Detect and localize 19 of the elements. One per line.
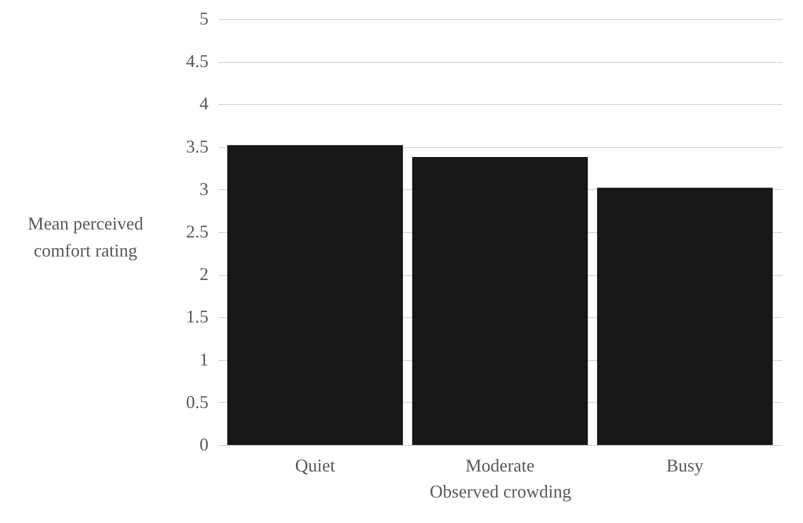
y-tick-label: 2 (200, 264, 208, 284)
x-tick-label: Moderate (466, 456, 534, 476)
y-tick-label: 3 (200, 178, 208, 199)
y-tick-label: 4.5 (186, 51, 208, 72)
bar (227, 145, 403, 445)
y-tick-label: 1 (200, 349, 208, 370)
y-tick-label: 0 (200, 434, 208, 454)
x-tick-label: Busy (666, 456, 704, 476)
y-tick-label: 1.5 (186, 306, 208, 327)
y-tick-label: 0.5 (186, 392, 208, 412)
y-tick-label: 4 (200, 94, 208, 114)
y-tick-label: 3.5 (186, 136, 208, 156)
y-axis-title: Mean perceived comfort rating (28, 214, 144, 260)
x-tick-label: Quiet (295, 456, 336, 476)
y-tick-label: 2.5 (186, 222, 208, 242)
bar (412, 157, 588, 445)
bar (597, 188, 773, 445)
x-axis-title: Observed crowding (430, 482, 572, 502)
y-tick-label: 5 (200, 8, 208, 28)
